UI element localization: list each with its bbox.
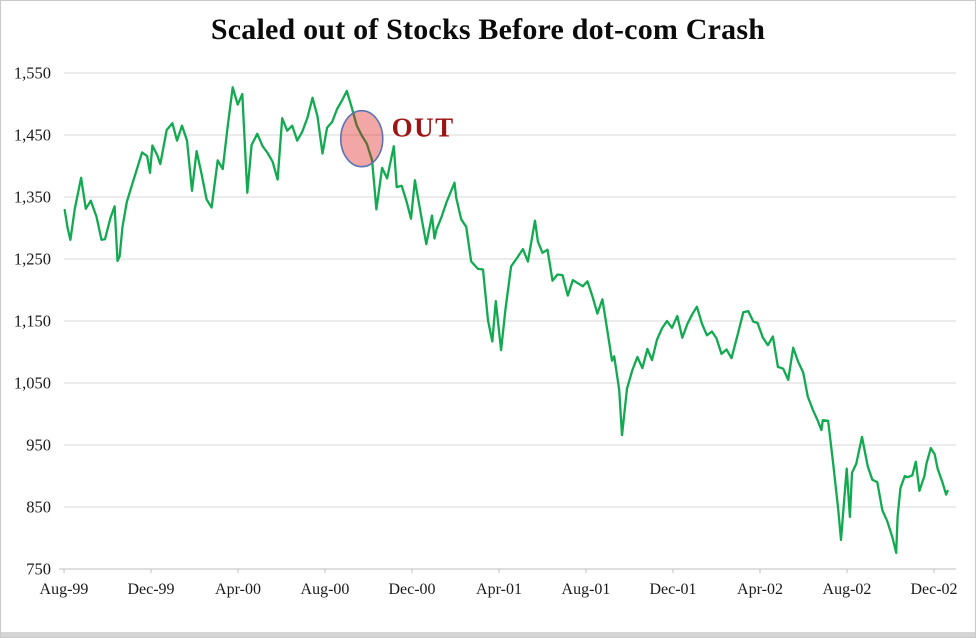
y-axis-tick-label: 850 [26, 498, 51, 517]
price-line [63, 86, 949, 555]
x-axis-tick-label: Dec-00 [388, 581, 435, 598]
y-axis-tick-label: 1,250 [14, 250, 51, 269]
y-axis-tick-label: 1,150 [14, 312, 51, 331]
x-axis-tick-label: Aug-00 [301, 581, 350, 598]
y-axis-tick-label: 1,550 [14, 64, 51, 83]
x-axis-tick-label: Aug-99 [40, 581, 89, 598]
chart-title: Scaled out of Stocks Before dot-com Cras… [210, 13, 766, 46]
x-axis-tick-label: Aug-01 [562, 581, 611, 598]
x-axis-tick-label: Apr-01 [476, 581, 522, 598]
x-axis-tick-label: Apr-00 [215, 581, 261, 598]
y-axis-tick-label: 1,350 [14, 188, 51, 207]
x-axis-tick-label: Apr-02 [737, 581, 783, 598]
y-axis-tick-label: 750 [26, 560, 51, 579]
x-axis-tick-label: Dec-02 [910, 581, 957, 598]
out-annotation-ellipse [339, 109, 384, 168]
y-axis-tick-label: 1,050 [14, 374, 51, 393]
x-axis-tick-label: Aug-02 [823, 581, 872, 598]
x-axis-tick-label: Dec-99 [127, 581, 174, 598]
y-axis-tick-label: 950 [26, 436, 51, 455]
out-annotation-label: OUT [392, 113, 455, 143]
x-axis-tick-label: Dec-01 [649, 581, 696, 598]
y-axis-tick-label: 1,450 [14, 126, 51, 145]
bottom-strip [1, 632, 975, 637]
